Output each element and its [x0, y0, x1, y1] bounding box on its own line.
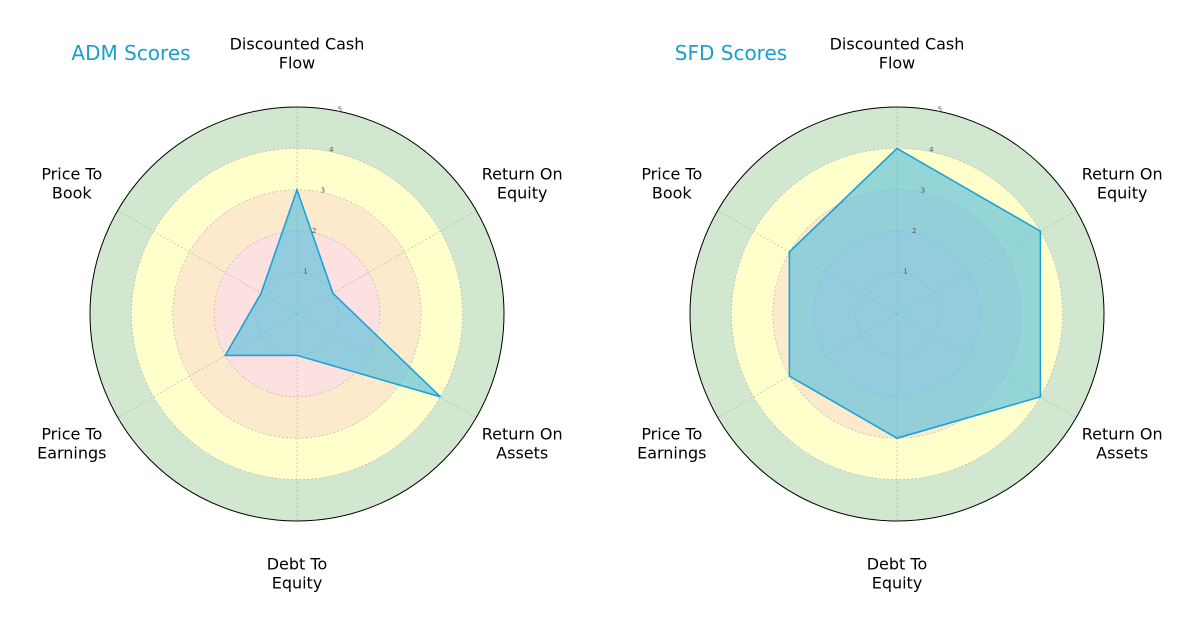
- adm-axis-label: Discounted Cash Flow: [230, 35, 365, 73]
- sfd-radial-tick-label: 2: [912, 227, 916, 235]
- adm-axis-label: Return On Assets: [482, 425, 563, 463]
- sfd-spoke: [896, 313, 1077, 418]
- sfd-axis-label: Price To Earnings: [637, 425, 706, 463]
- adm-outer-ring: [89, 106, 505, 522]
- sfd-chart-title: SFD Scores: [675, 41, 787, 65]
- sfd-spoke: [896, 210, 1077, 315]
- adm-spoke: [117, 210, 298, 315]
- sfd-radial-tick-label: 3: [921, 187, 925, 195]
- adm-axis-label: Price To Book: [41, 165, 102, 203]
- sfd-axis-label: Return On Assets: [1082, 425, 1163, 463]
- sfd-axis-label: Discounted Cash Flow: [830, 35, 965, 73]
- adm-spoke: [296, 210, 477, 315]
- sfd-outer-ring: [689, 106, 1105, 522]
- sfd-radial-tick-label: 4: [929, 146, 934, 154]
- adm-radial-tick-label: 5: [338, 106, 342, 114]
- adm-spoke: [296, 313, 477, 418]
- adm-radial-tick-label: 3: [321, 187, 325, 195]
- adm-radial-tick-label: 4: [329, 146, 334, 154]
- adm-axis-label: Return On Equity: [482, 165, 563, 203]
- sfd-spoke: [717, 210, 898, 315]
- adm-axis-label: Debt To Equity: [267, 555, 328, 593]
- sfd-axis-label: Price To Book: [641, 165, 702, 203]
- sfd-radar-chart: 1 2 3 4 5 Discounted Cash Flow Return On Equity R…: [637, 35, 1163, 593]
- sfd-axis-label: Return On Equity: [1082, 165, 1163, 203]
- adm-radar-chart: 1 2 3 4 5 Discounted Cash Flow Return On Equity R…: [37, 35, 563, 593]
- sfd-spoke: [717, 313, 898, 418]
- adm-radial-tick-label: 1: [303, 268, 307, 276]
- sfd-axis-label: Debt To Equity: [867, 555, 928, 593]
- adm-spoke: [117, 313, 298, 418]
- adm-chart-title: ADM Scores: [71, 41, 190, 65]
- adm-radial-tick-label: 2: [312, 227, 316, 235]
- sfd-radial-tick-label: 5: [938, 106, 942, 114]
- adm-axis-label: Price To Earnings: [37, 425, 106, 463]
- sfd-radial-tick-label: 1: [903, 268, 907, 276]
